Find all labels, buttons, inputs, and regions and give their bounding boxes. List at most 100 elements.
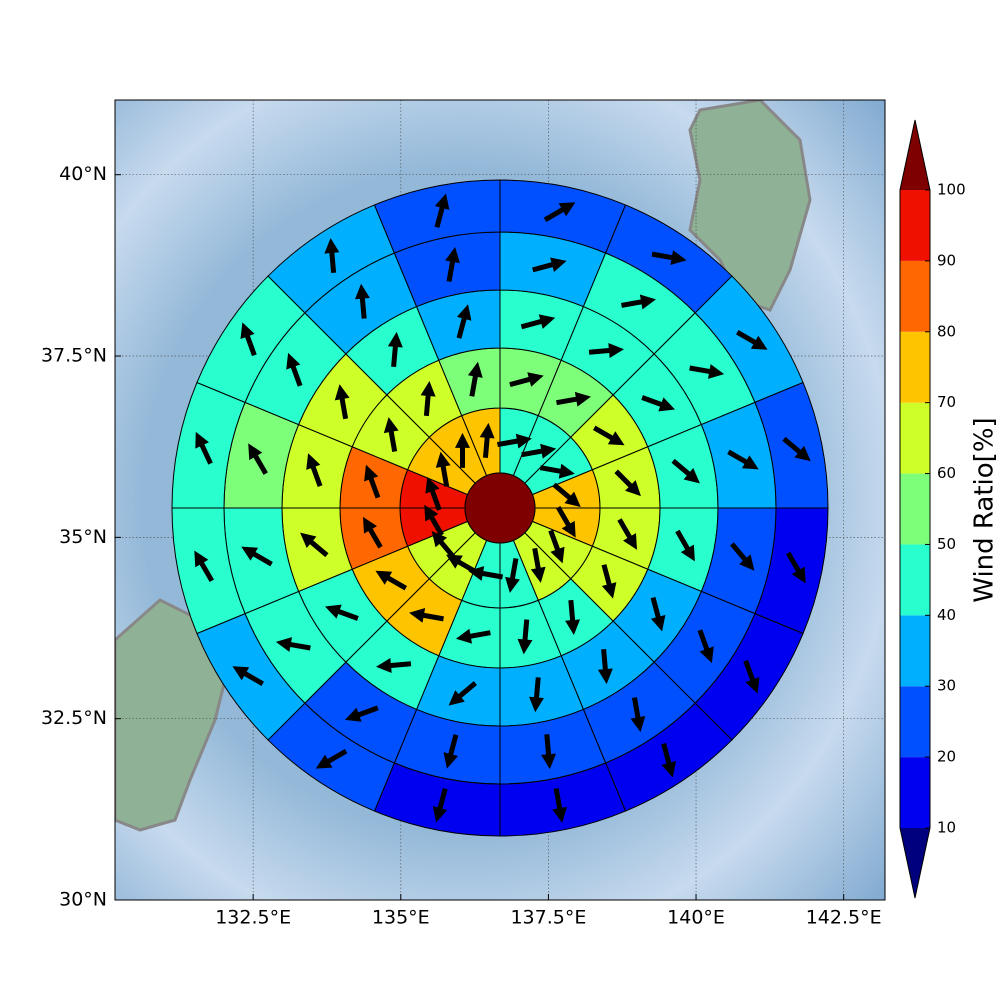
colorbar-tick-label: 70 [937, 393, 956, 411]
wind-arrow [556, 391, 591, 407]
colorbar-tick-label: 50 [937, 535, 956, 553]
colorbar-bin [900, 686, 930, 758]
polar-grid [171, 179, 829, 837]
wind-arrow [275, 637, 311, 652]
colorbar-bin [900, 544, 930, 616]
wind-arrow [552, 788, 567, 823]
wind-arrow [675, 529, 695, 562]
wind-arrow [286, 352, 303, 387]
wind-arrow [529, 677, 544, 713]
wind-arrow [661, 743, 677, 778]
wind-arrows [194, 193, 811, 823]
wind-arrow [782, 436, 811, 462]
wind-arrow [445, 247, 460, 282]
colorbar-over [900, 120, 930, 190]
wind-arrow [362, 516, 383, 549]
wind-arrow [650, 596, 666, 632]
colorbar-bin [900, 190, 930, 261]
wind-arrow [324, 237, 340, 274]
y-tick-label: 40°N [59, 163, 107, 185]
land [115, 598, 232, 832]
x-tick-label: 137.5°E [510, 907, 586, 929]
colorbar-bin [900, 402, 930, 474]
colorbar-tick-label: 10 [937, 819, 956, 837]
wind-arrow [601, 564, 617, 599]
x-tick-label: 142.5°E [806, 907, 882, 929]
wind-arrow [424, 504, 444, 537]
wind-arrow [387, 331, 403, 368]
wind-arrow [354, 283, 370, 319]
wind-arrow [743, 659, 760, 694]
wind-arrow [509, 372, 544, 388]
axes: 132.5°E 135°E 137.5°E 140°E 142.5°E 30°N 32.5°… [41, 163, 882, 928]
wind-arrow [435, 451, 451, 487]
colorbar-bin [900, 615, 930, 687]
wind-arrow [315, 748, 348, 769]
wind-arrow [541, 734, 557, 770]
wind-arrow [786, 551, 806, 584]
wind-arrow [689, 364, 725, 379]
wind-arrow [456, 304, 472, 339]
wind-arrow [614, 469, 641, 497]
colorbar-tick-label: 30 [937, 677, 956, 695]
wind-arrow [505, 558, 520, 593]
colorbar-tick-label: 20 [937, 748, 956, 766]
wind-arrow [617, 518, 638, 550]
wind-arrow [431, 530, 457, 560]
wind-arrow [432, 788, 448, 823]
y-tick-label: 37.5°N [41, 345, 107, 367]
y-tick-label: 32.5°N [41, 707, 107, 729]
wind-arrow [479, 422, 495, 458]
plot-frame [114, 99, 886, 901]
wind-arrow [588, 343, 624, 358]
wind-arrow [630, 697, 646, 733]
wind-arrow [543, 202, 576, 222]
wind-arrow [530, 547, 546, 583]
wind-arrow [383, 417, 399, 452]
y-tick-label: 30°N [59, 889, 107, 911]
wind-arrow [194, 550, 214, 583]
wind-arrow [641, 395, 676, 412]
wind-arrow [376, 658, 412, 673]
colorbar-bin [900, 757, 930, 828]
wind-arrow [232, 666, 265, 686]
wind-arrow [621, 294, 656, 310]
colorbar-tick-label: 80 [937, 322, 956, 340]
colorbar-tick-label: 100 [937, 181, 966, 199]
wind-arrow [420, 380, 436, 417]
wind-arrow [552, 482, 581, 508]
wind-arrow [446, 554, 478, 575]
colorbar-label: Wind Ratio[%] [970, 417, 1000, 602]
colorbar: 10 20 30 40 50 60 70 80 90 100 [899, 119, 966, 899]
x-tick-label: 135°E [372, 907, 430, 929]
wind-arrow [592, 425, 625, 446]
wind-arrow [565, 599, 581, 636]
colorbar-bin [900, 260, 930, 332]
wind-arrow [344, 705, 379, 722]
wind-arrow [539, 463, 575, 479]
wind-arrow [651, 250, 687, 265]
wind-arrow [517, 619, 533, 655]
colorbar-tick-label: 40 [937, 606, 956, 624]
center-cell [464, 472, 536, 544]
colorbar-tick-label: 60 [937, 464, 956, 482]
y-tick-label: 35°N [59, 526, 107, 548]
wind-arrow [324, 604, 359, 621]
colorbar-bin [900, 473, 930, 545]
colorbar-bin [900, 331, 930, 403]
x-tick-label: 140°E [667, 907, 725, 929]
x-tick-label: 132.5°E [215, 907, 291, 929]
wind-arrow [306, 453, 323, 488]
wind-arrow [548, 529, 565, 564]
wind-arrow [727, 449, 759, 470]
wind-arrow [300, 532, 329, 558]
wind-arrow [532, 257, 567, 273]
wind-arrow [455, 628, 491, 644]
wind-arrow [448, 681, 477, 706]
wind-arrow [248, 443, 268, 475]
wind-arrow [521, 443, 557, 459]
wind-arrow [556, 506, 576, 538]
wind-arrow [364, 464, 381, 499]
wind-arrow [671, 458, 700, 484]
